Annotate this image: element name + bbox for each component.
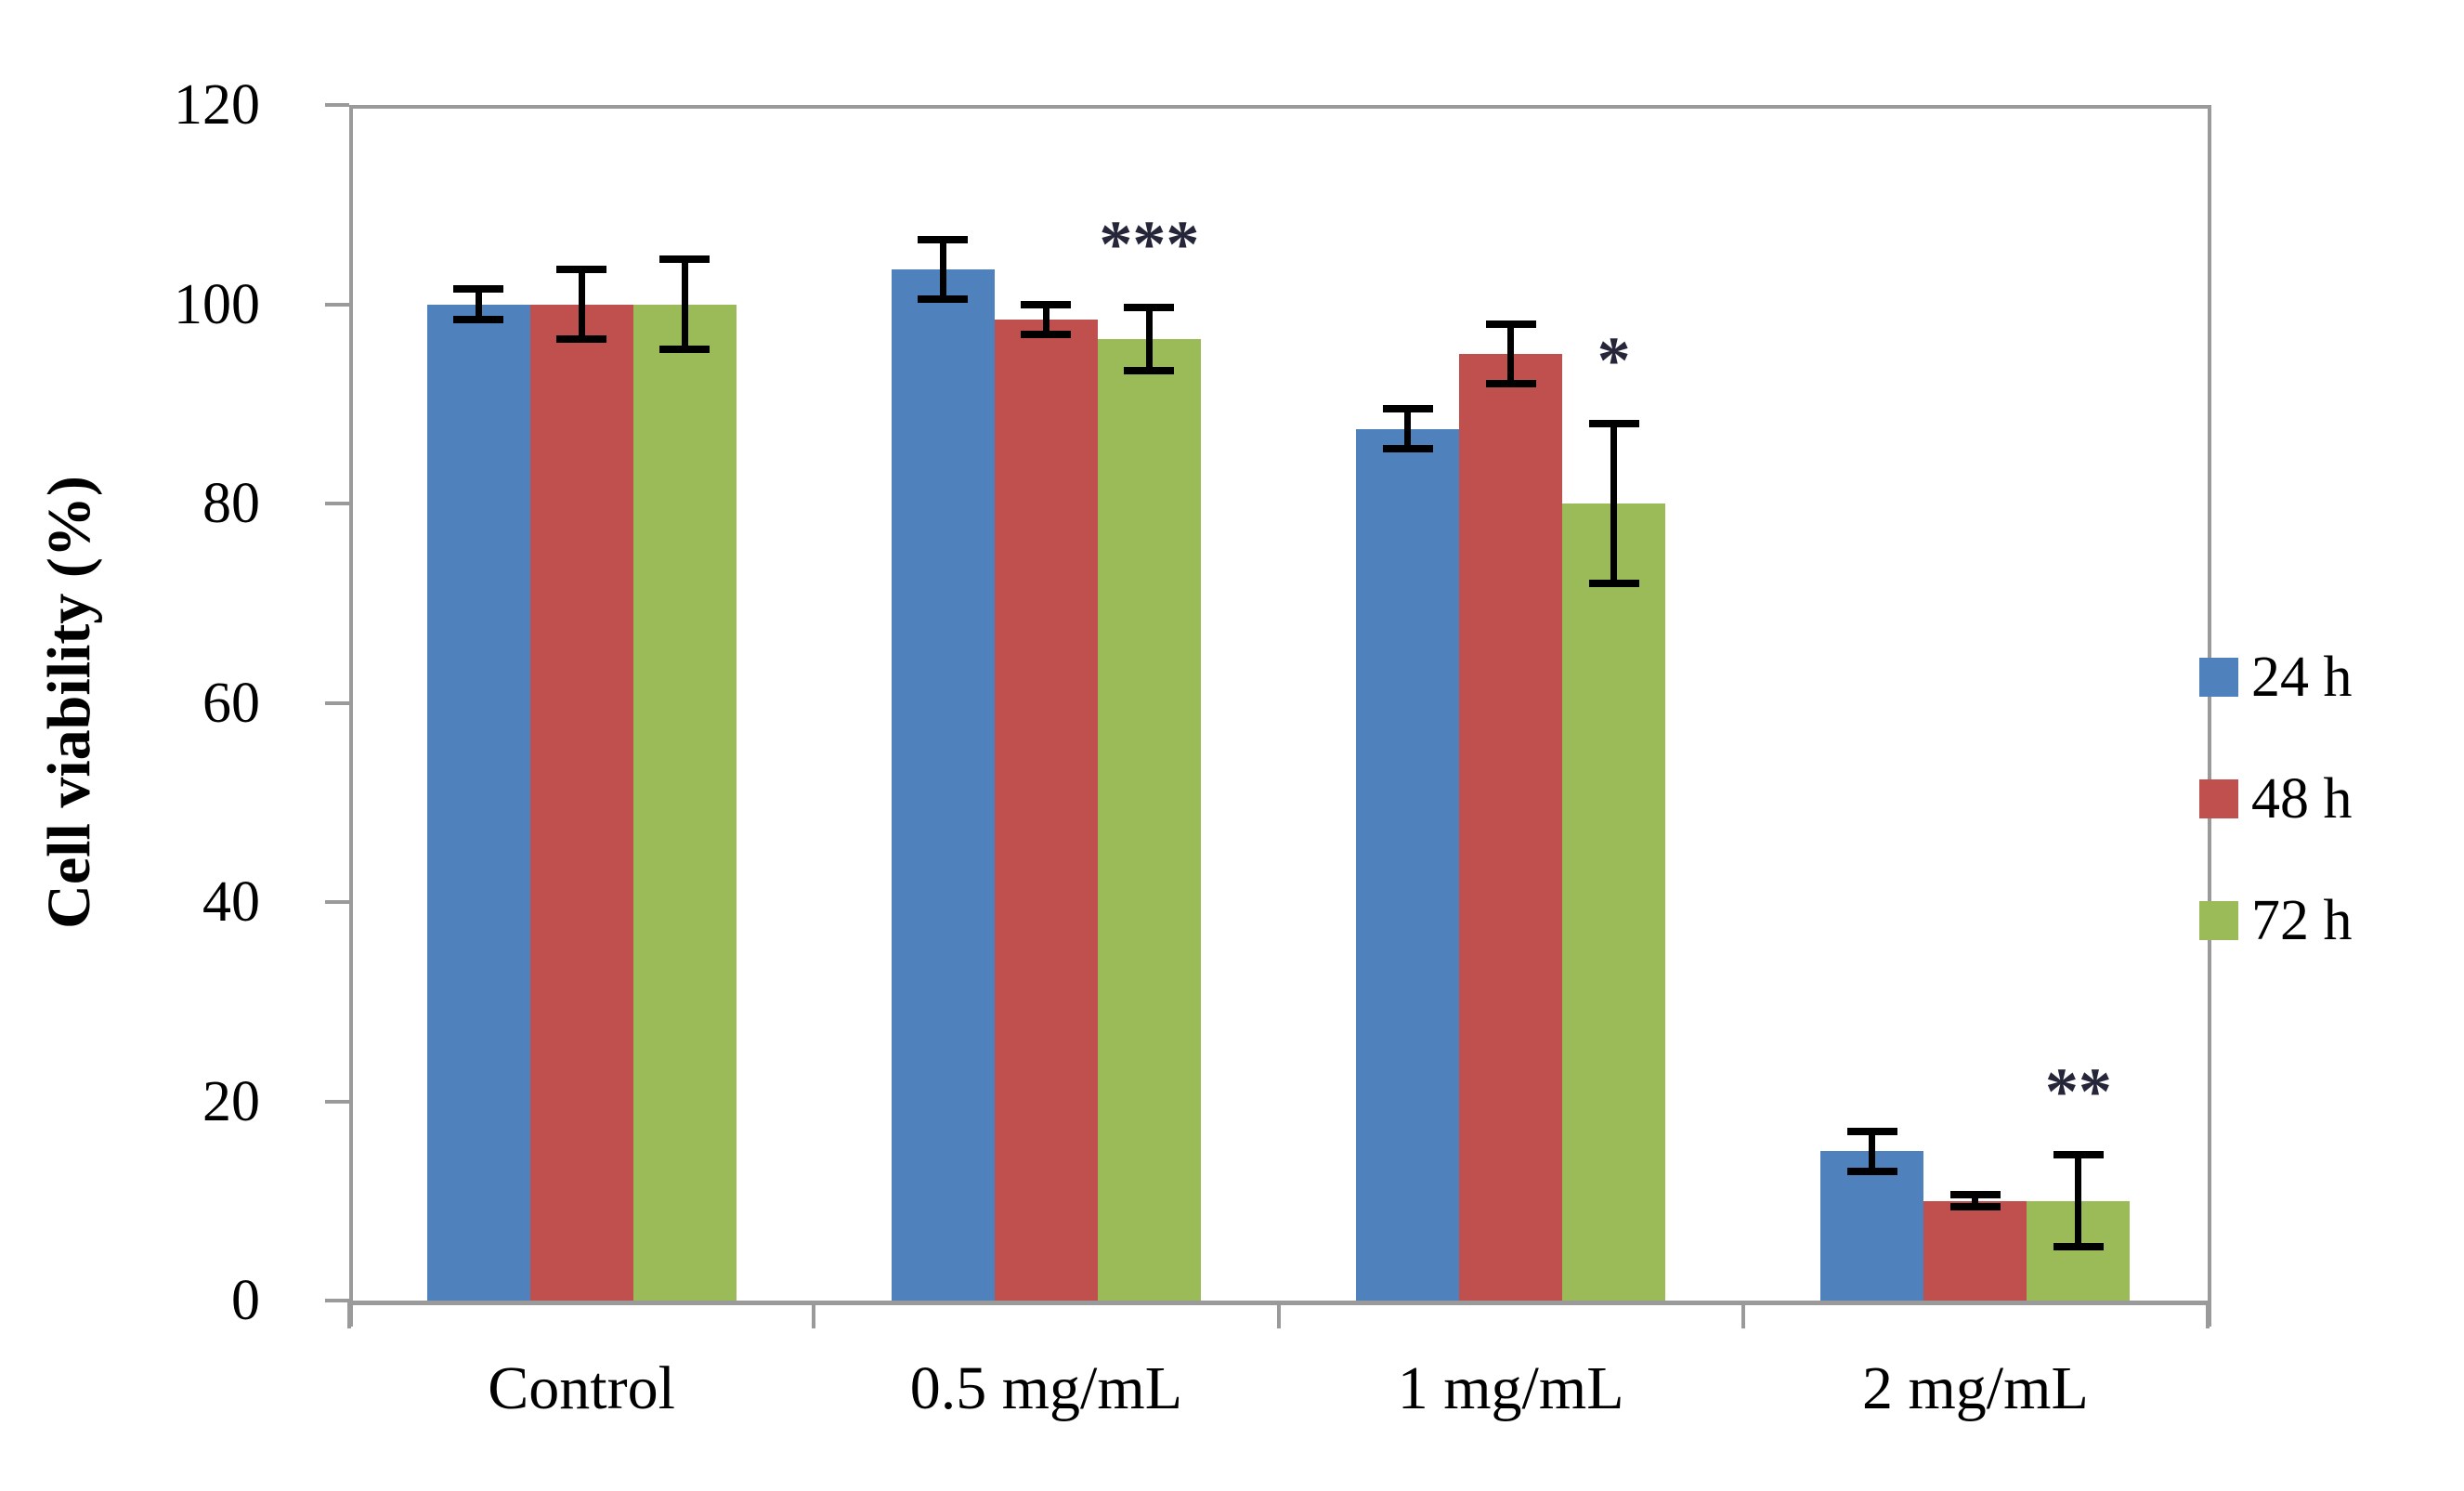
bar-48h-Control: [529, 304, 633, 1301]
plot-top-border: [349, 105, 2208, 109]
significance-annotation: **: [2044, 1054, 2112, 1130]
error-bar-cap-top: [2053, 1151, 2104, 1159]
error-bar-cap-top: [659, 255, 711, 264]
error-bar-line: [1869, 1131, 1876, 1171]
legend-label: 72 h: [2251, 889, 2353, 952]
legend-item: 48 h: [2199, 763, 2459, 835]
x-axis-category-label: 1 mg/mL: [1397, 1354, 1624, 1422]
error-bar-cap-top: [1382, 405, 1433, 413]
error-bar-cap-bottom: [1846, 1167, 1897, 1175]
error-bar-line: [1507, 323, 1515, 385]
error-bar-line: [1610, 424, 1618, 583]
bar-24h-Control: [426, 304, 530, 1301]
bar-72h-0.5mg/mL: [1097, 339, 1201, 1301]
bar-72h-1mg/mL: [1562, 504, 1666, 1301]
error-bar-line: [1404, 409, 1412, 449]
error-bar-cap-top: [1949, 1191, 2001, 1199]
error-bar-line: [939, 239, 946, 300]
y-axis-line: [349, 105, 353, 1327]
error-bar-cap-bottom: [453, 315, 504, 323]
y-axis-tick-label: 20: [202, 1069, 260, 1133]
x-axis-tick: [812, 1301, 816, 1328]
y-axis-tick-label: 100: [174, 272, 260, 336]
bar-48h-2mg/mL: [1923, 1200, 2027, 1301]
y-axis-tick: [325, 700, 349, 705]
y-axis-tick: [325, 502, 349, 505]
bar-24h-1mg/mL: [1356, 428, 1460, 1301]
error-bar-cap-bottom: [556, 335, 607, 344]
y-axis-tick-label: 80: [202, 472, 260, 535]
x-axis-tick: [1740, 1301, 1745, 1328]
y-axis-tick-label: 120: [174, 73, 260, 137]
bar-48h-1mg/mL: [1459, 354, 1563, 1301]
error-bar-cap-top: [556, 265, 607, 273]
error-bar-cap-top: [1021, 300, 1072, 308]
error-bar-cap-bottom: [1021, 330, 1072, 338]
error-bar-line: [1145, 307, 1153, 372]
y-axis-tick: [325, 1299, 349, 1302]
legend-swatch-icon: [2199, 901, 2238, 940]
error-bar-cap-bottom: [1124, 367, 1175, 375]
y-axis-tick: [325, 1099, 349, 1104]
significance-annotation: *: [1597, 323, 1631, 399]
error-bar-cap-bottom: [1382, 445, 1433, 452]
error-bar-line: [475, 289, 482, 320]
x-axis-tick: [347, 1301, 351, 1328]
error-bar-line: [1042, 304, 1049, 334]
error-bar-cap-top: [1485, 320, 1536, 328]
error-bar-line: [2075, 1155, 2082, 1248]
y-axis-tick-label: 0: [231, 1269, 260, 1332]
bar-24h-0.5mg/mL: [891, 268, 995, 1301]
error-bar-cap-bottom: [1949, 1203, 2001, 1211]
y-axis-tick: [325, 302, 349, 307]
bar-24h-2mg/mL: [1820, 1151, 1924, 1301]
y-axis-tick-label: 40: [202, 870, 260, 934]
error-bar-cap-bottom: [918, 295, 969, 304]
x-axis-tick: [1276, 1301, 1281, 1328]
x-axis-category-label: 0.5 mg/mL: [909, 1354, 1183, 1422]
error-bar-cap-top: [1588, 420, 1639, 428]
legend-swatch-icon: [2199, 779, 2238, 818]
legend-swatch-icon: [2199, 658, 2238, 697]
legend-item: 72 h: [2199, 884, 2459, 957]
error-bar-cap-bottom: [659, 345, 711, 353]
error-bar-cap-top: [918, 235, 969, 243]
x-axis-category-label: 2 mg/mL: [1861, 1354, 2089, 1422]
error-bar-cap-top: [1124, 303, 1175, 311]
y-axis-tick: [325, 103, 349, 107]
error-bar-cap-bottom: [1588, 579, 1639, 587]
y-axis-tick: [325, 900, 349, 904]
x-axis-category-label: Control: [488, 1354, 675, 1422]
legend-item: 24 h: [2199, 641, 2459, 713]
error-bar-line: [578, 268, 585, 340]
x-axis-line: [349, 1301, 2211, 1305]
bar-72h-Control: [632, 304, 737, 1301]
legend: 24 h 48 h 72 h: [2199, 641, 2459, 1006]
error-bar-cap-bottom: [1485, 380, 1536, 388]
significance-annotation: ***: [1099, 206, 1200, 281]
legend-label: 48 h: [2251, 767, 2353, 831]
error-bar-cap-top: [1846, 1127, 1897, 1135]
error-bar-cap-top: [453, 285, 504, 294]
x-axis-tick: [2206, 1301, 2210, 1328]
error-bar-cap-bottom: [2053, 1243, 2104, 1251]
y-axis-tick-label: 60: [202, 671, 260, 735]
plot-right-border: [2208, 105, 2211, 1327]
legend-label: 24 h: [2251, 646, 2353, 709]
bar-48h-0.5mg/mL: [994, 319, 1098, 1301]
error-bar-line: [1972, 1195, 1979, 1208]
error-bar-line: [681, 259, 688, 349]
